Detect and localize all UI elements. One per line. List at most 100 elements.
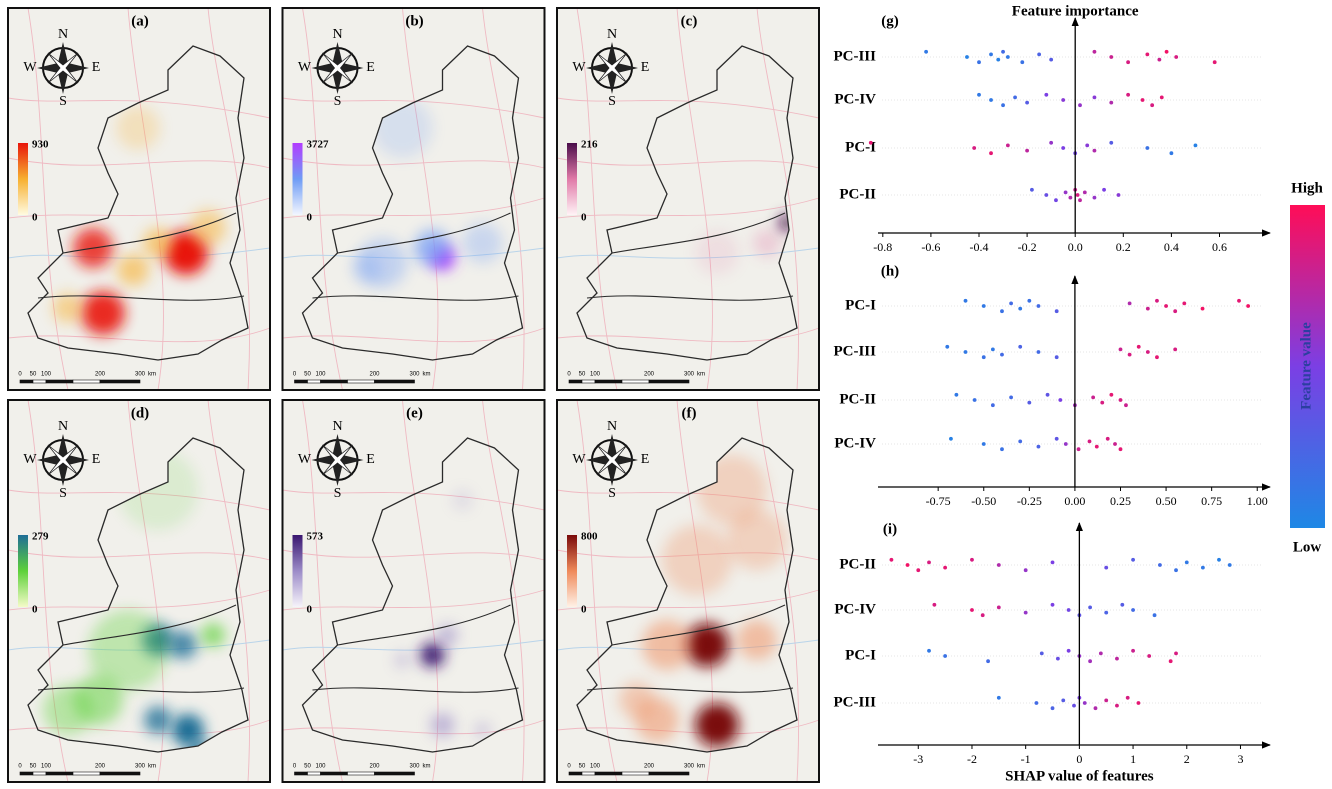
road: [556, 157, 820, 169]
road: [482, 399, 525, 783]
compass-letter: S: [608, 94, 616, 109]
shap-point: [1001, 103, 1005, 108]
shap-point: [1174, 568, 1178, 573]
compass-letter: S: [608, 486, 616, 501]
legend-max: 3727: [307, 139, 330, 151]
scale-label: 300: [684, 372, 695, 378]
road: [556, 719, 820, 735]
shap-point: [1227, 563, 1232, 567]
scale-label: 0: [18, 372, 22, 378]
scale-label: 0: [293, 372, 297, 378]
x-tick-label: 2: [1184, 752, 1190, 766]
shap-point: [1092, 195, 1097, 200]
shap-point: [1045, 392, 1050, 397]
scale-label: 50: [304, 372, 311, 378]
road: [207, 7, 251, 391]
compass-star: [47, 444, 79, 476]
shap-point: [986, 659, 990, 664]
shap-point: [1027, 298, 1032, 303]
road: [282, 197, 545, 219]
road: [282, 549, 545, 561]
hotspots: [43, 450, 225, 752]
road: [7, 97, 271, 119]
shap-point: [1063, 190, 1068, 195]
scale-label: 0: [567, 764, 571, 770]
shap-point: [1173, 309, 1178, 314]
shap-point: [1000, 309, 1004, 314]
x-tick-label: 1.00: [1247, 494, 1268, 508]
hotspot: [430, 713, 455, 737]
scale-segment: [594, 771, 623, 776]
map-panel: N S E W (e) 573 0 0 50 100 200 300 km: [281, 399, 546, 783]
panel-label: (b): [405, 13, 423, 29]
map-background: [282, 400, 545, 782]
shap-point: [1150, 103, 1155, 108]
shap-point: [1217, 557, 1221, 562]
road: [302, 7, 343, 391]
region-boundary: [337, 212, 511, 254]
scale-segment: [307, 379, 321, 384]
scale-label: 50: [579, 764, 586, 770]
x-tick-label: -2: [967, 752, 977, 766]
x-tick-label: -0.2: [1018, 240, 1037, 254]
legend-max: 279: [32, 531, 49, 543]
hotspot: [116, 106, 160, 150]
shap-point: [1088, 659, 1093, 664]
road: [27, 7, 69, 391]
shap-point: [927, 648, 931, 653]
legend-min: 0: [307, 604, 313, 616]
shap-point: [977, 60, 981, 65]
legend-min: 0: [581, 212, 587, 224]
road: [756, 399, 800, 783]
scale-label: km: [423, 372, 431, 378]
shap-point: [1078, 198, 1082, 203]
scale-segment: [294, 379, 308, 384]
shap-point: [1115, 703, 1119, 708]
map-background: [282, 8, 545, 390]
scale-label: 50: [30, 372, 37, 378]
shap-point: [1000, 352, 1004, 357]
shap-point: [1044, 92, 1049, 97]
shap-point: [1036, 350, 1041, 354]
shap-point: [1168, 659, 1173, 664]
compass-letter: S: [334, 486, 342, 501]
road: [127, 7, 164, 391]
shap-point: [1082, 190, 1087, 195]
shap-point: [1127, 301, 1132, 306]
shap-point: [1018, 306, 1023, 311]
shap-point: [1174, 651, 1178, 656]
y-tick-label: PC-III: [833, 48, 876, 64]
shap-point: [943, 654, 948, 658]
compass-letter: S: [59, 94, 67, 109]
road: [282, 489, 545, 511]
scale-label: 300: [409, 764, 420, 770]
hotspot: [695, 231, 739, 275]
legend-max: 216: [581, 139, 598, 151]
region-boundary: [37, 295, 245, 301]
shap-point: [989, 151, 993, 156]
scale-segment: [307, 771, 321, 776]
scale-label: 200: [95, 764, 106, 770]
compass-letter: N: [58, 419, 68, 434]
scale-segment: [320, 379, 348, 384]
compass-letter: E: [366, 60, 375, 75]
shap-point: [1109, 140, 1114, 145]
region-boundary: [62, 212, 237, 254]
scale-label: 100: [590, 372, 601, 378]
shap-point: [990, 347, 995, 352]
road: [7, 157, 271, 169]
compass-letter: N: [607, 27, 617, 42]
y-tick-label: PC-II: [839, 556, 876, 572]
shap-point: [996, 57, 1001, 62]
road: [482, 7, 525, 391]
shap-point: [1092, 95, 1097, 100]
shap-point: [1018, 344, 1023, 349]
scale-label: 300: [135, 764, 146, 770]
hotspot: [462, 223, 503, 263]
road: [7, 489, 271, 511]
panel-label: (h): [881, 263, 899, 279]
hotspot: [685, 623, 729, 667]
hotspot: [753, 229, 781, 257]
shap-point: [1118, 398, 1123, 402]
scale-segment: [581, 379, 596, 384]
